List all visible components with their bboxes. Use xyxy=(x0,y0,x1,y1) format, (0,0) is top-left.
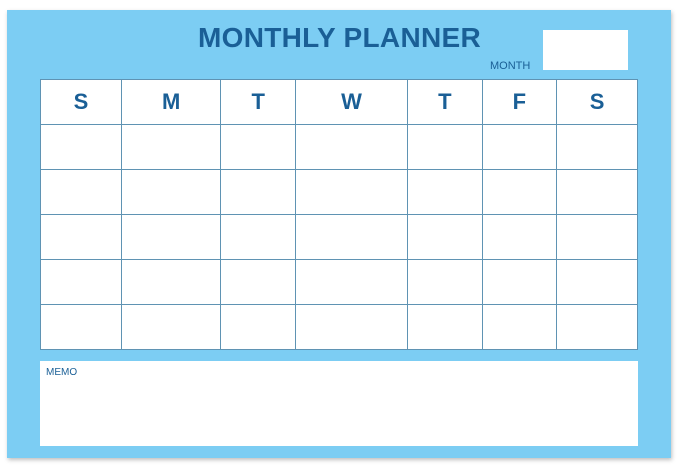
day-cell[interactable] xyxy=(407,214,483,260)
day-cell[interactable] xyxy=(407,259,483,305)
week-row xyxy=(40,124,638,170)
day-cell[interactable] xyxy=(481,124,558,170)
memo-area[interactable]: MEMO xyxy=(40,361,638,446)
day-cell[interactable] xyxy=(481,304,558,350)
day-cell[interactable] xyxy=(556,124,638,170)
day-cell[interactable] xyxy=(481,259,558,305)
week-row xyxy=(40,304,638,350)
week-row xyxy=(40,169,638,215)
day-cell[interactable] xyxy=(40,169,122,215)
day-cell[interactable] xyxy=(556,304,638,350)
weekday-header: S xyxy=(556,79,638,125)
day-cell[interactable] xyxy=(120,124,222,170)
day-cell[interactable] xyxy=(220,304,296,350)
day-cell[interactable] xyxy=(294,214,409,260)
day-cell[interactable] xyxy=(407,124,483,170)
month-label: MONTH xyxy=(490,60,531,72)
day-cell[interactable] xyxy=(120,259,222,305)
day-cell[interactable] xyxy=(220,169,296,215)
day-cell[interactable] xyxy=(556,169,638,215)
day-cell[interactable] xyxy=(481,214,558,260)
day-cell[interactable] xyxy=(120,214,222,260)
day-cell[interactable] xyxy=(40,124,122,170)
weekday-header: T xyxy=(407,79,483,125)
day-cell[interactable] xyxy=(407,169,483,215)
day-cell[interactable] xyxy=(40,304,122,350)
day-cell[interactable] xyxy=(294,304,409,350)
weekday-header: F xyxy=(481,79,558,125)
day-cell[interactable] xyxy=(120,304,222,350)
weekday-header: S xyxy=(40,79,122,125)
month-field[interactable] xyxy=(543,30,628,70)
day-cell[interactable] xyxy=(407,304,483,350)
day-cell[interactable] xyxy=(40,259,122,305)
day-cell[interactable] xyxy=(294,259,409,305)
weekday-header: T xyxy=(220,79,296,125)
week-row xyxy=(40,214,638,260)
week-row xyxy=(40,259,638,305)
day-cell[interactable] xyxy=(220,259,296,305)
weekday-header: M xyxy=(120,79,222,125)
page-title: MONTHLY PLANNER xyxy=(198,22,481,53)
day-cell[interactable] xyxy=(556,259,638,305)
day-cell[interactable] xyxy=(294,124,409,170)
day-cell[interactable] xyxy=(294,169,409,215)
memo-label: MEMO xyxy=(46,367,78,378)
day-cell[interactable] xyxy=(220,214,296,260)
day-cell[interactable] xyxy=(556,214,638,260)
weekday-header: W xyxy=(294,79,409,125)
day-cell[interactable] xyxy=(120,169,222,215)
day-cell[interactable] xyxy=(220,124,296,170)
day-cell[interactable] xyxy=(40,214,122,260)
day-cell[interactable] xyxy=(481,169,558,215)
